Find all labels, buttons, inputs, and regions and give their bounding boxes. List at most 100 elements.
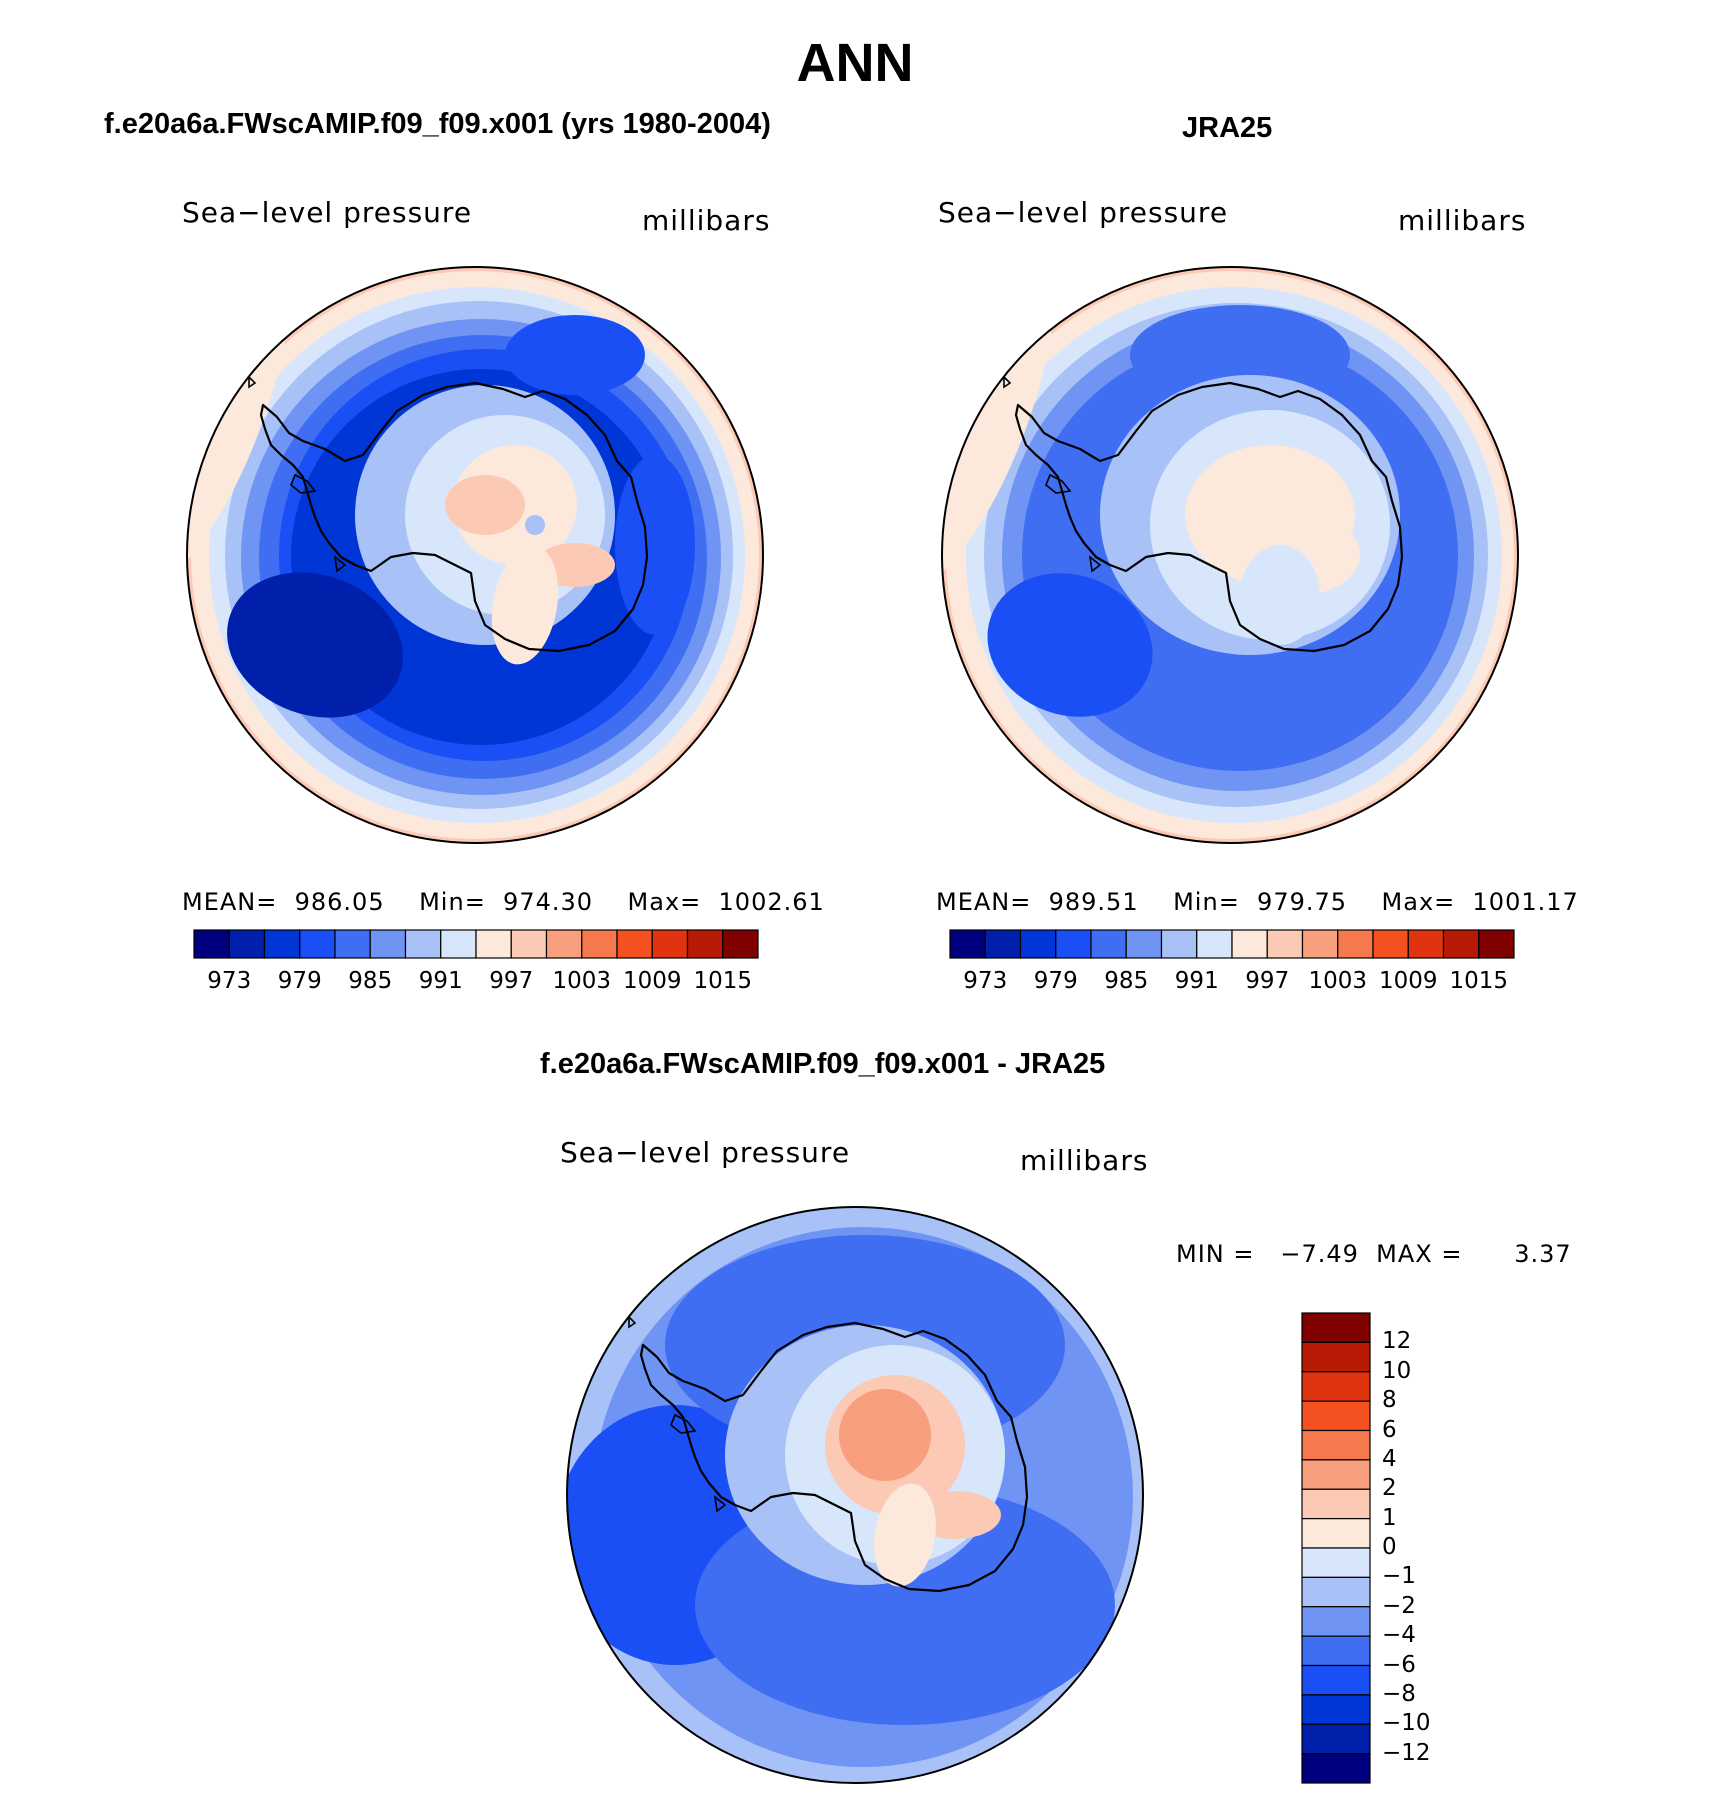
colorbar-tick-label: −12 xyxy=(1382,1739,1431,1766)
colorbar-tick-label: 1009 xyxy=(1378,968,1438,994)
panel-1-title: f.e20a6a.FWscAMIP.f09_f09.x001 (yrs 1980… xyxy=(104,108,771,140)
colorbar-tick-label: 1003 xyxy=(552,968,612,994)
panel-3-units-label: millibars xyxy=(1020,1144,1149,1177)
colorbar-box xyxy=(1301,929,1339,959)
colorbar-box xyxy=(1301,1606,1371,1637)
pressure-contour-spot xyxy=(445,475,525,535)
colorbar-box xyxy=(545,929,583,959)
panel-2-colorbar xyxy=(949,929,1515,959)
colorbar-tick-label: −10 xyxy=(1382,1710,1431,1737)
antarctica-coastline xyxy=(639,1321,1029,1593)
colorbar-box xyxy=(369,929,407,959)
colorbar-tick-label: 6 xyxy=(1382,1416,1397,1443)
page-title: ANN xyxy=(796,33,914,93)
colorbar-box xyxy=(263,929,301,959)
colorbar-tick-label: 973 xyxy=(207,968,252,994)
colorbar-box xyxy=(404,929,442,959)
map-boundary xyxy=(186,266,764,844)
panel-1-map xyxy=(186,266,764,844)
colorbar-tick-label: 10 xyxy=(1382,1357,1412,1384)
colorbar-box xyxy=(1231,929,1268,959)
colorbar-box xyxy=(440,929,477,959)
colorbar-box xyxy=(581,929,618,959)
pressure-contour-spot xyxy=(1240,545,1320,645)
colorbar-tick-label: 1003 xyxy=(1308,968,1368,994)
colorbar-tick-label: 997 xyxy=(489,968,534,994)
panel-3-variable-label: Sea−level pressure xyxy=(560,1136,851,1169)
colorbar-box xyxy=(651,929,689,959)
colorbar-tick-label: 1 xyxy=(1382,1504,1397,1531)
panel-1-stats: MEAN= 986.05 Min= 974.30 Max= 1002.61 xyxy=(182,888,825,916)
colorbar-tick-label: 2 xyxy=(1382,1475,1397,1502)
map-boundary xyxy=(941,266,1519,844)
colorbar-tick-label: 973 xyxy=(963,968,1008,994)
panel-3-map xyxy=(566,1206,1144,1784)
colorbar-box xyxy=(949,929,986,959)
panel-3-colorbar-ticks: 12 10 8 6 4 2 1 0 −1 −2 −4 −6 −8 −10 −12 xyxy=(1382,1313,1482,1793)
colorbar-box xyxy=(1407,929,1445,959)
colorbar-tick-label: −2 xyxy=(1382,1592,1416,1619)
colorbar-box xyxy=(722,929,759,959)
colorbar-tick-label: 991 xyxy=(1174,968,1219,994)
colorbar-box xyxy=(1125,929,1163,959)
pressure-contour-spot xyxy=(525,515,545,535)
pressure-contour-region xyxy=(1130,305,1350,405)
colorbar-box xyxy=(1301,1664,1371,1696)
island-coastline xyxy=(248,375,347,573)
colorbar-tick-label: 979 xyxy=(277,968,322,994)
panel-2-stats: MEAN= 989.51 Min= 979.75 Max= 1001.17 xyxy=(936,888,1579,916)
pressure-contour-region xyxy=(987,573,1153,717)
colorbar-box xyxy=(1266,929,1304,959)
colorbar-tick-label: 4 xyxy=(1382,1445,1397,1472)
colorbar-box xyxy=(1442,929,1480,959)
antarctica-coastline xyxy=(1014,381,1404,653)
colorbar-tick-label: 0 xyxy=(1382,1534,1397,1560)
colorbar-box xyxy=(1055,929,1092,959)
colorbar-box xyxy=(1337,929,1374,959)
colorbar-box xyxy=(475,929,512,959)
panel-3-title: f.e20a6a.FWscAMIP.f09_f09.x001 - JRA25 xyxy=(540,1048,1106,1080)
colorbar-box xyxy=(1301,1576,1371,1608)
colorbar-tick-label: −4 xyxy=(1382,1622,1416,1649)
panel-2-map xyxy=(941,266,1519,844)
colorbar-tick-label: 997 xyxy=(1245,968,1290,994)
colorbar-box xyxy=(510,929,548,959)
colorbar-tick-label: 991 xyxy=(418,968,463,994)
panel-3-stats: MIN = −7.49 MAX = 3.37 xyxy=(1176,1240,1572,1268)
colorbar-box xyxy=(1301,1547,1371,1578)
colorbar-box xyxy=(1301,1429,1371,1461)
panel-2-title: JRA25 xyxy=(1182,112,1273,144)
colorbar-box xyxy=(334,929,371,959)
colorbar-box xyxy=(1196,929,1233,959)
colorbar-box xyxy=(1090,929,1127,959)
colorbar-tick-label: 985 xyxy=(1104,968,1149,994)
colorbar-box xyxy=(1301,1694,1371,1725)
colorbar-box xyxy=(193,929,230,959)
map-boundary xyxy=(566,1206,1144,1784)
panel-3-colorbar xyxy=(1301,1312,1371,1784)
pressure-contour-region xyxy=(505,315,645,395)
colorbar-box xyxy=(1019,929,1057,959)
colorbar-box xyxy=(1478,929,1515,959)
colorbar-box xyxy=(1301,1312,1371,1343)
pressure-contour-spot xyxy=(839,1389,931,1481)
antarctica-coastline xyxy=(259,381,649,653)
colorbar-tick-label: 8 xyxy=(1382,1387,1397,1414)
colorbar-box xyxy=(228,929,266,959)
colorbar-box xyxy=(1301,1459,1371,1490)
colorbar-tick-label: 1009 xyxy=(622,968,682,994)
colorbar-box xyxy=(686,929,724,959)
panel-1-colorbar xyxy=(193,929,759,959)
pressure-contour-region xyxy=(615,455,695,635)
colorbar-box xyxy=(1301,1400,1371,1432)
colorbar-box xyxy=(1301,1635,1371,1667)
colorbar-box xyxy=(1301,1371,1371,1402)
colorbar-tick-label: 1015 xyxy=(1449,968,1509,994)
colorbar-box xyxy=(1301,1341,1371,1373)
pressure-contour-region xyxy=(227,572,403,718)
panel-1-units-label: millibars xyxy=(642,204,771,237)
colorbar-box xyxy=(616,929,653,959)
colorbar-tick-label: −8 xyxy=(1382,1680,1416,1707)
colorbar-box xyxy=(984,929,1022,959)
colorbar-tick-label: −1 xyxy=(1382,1563,1416,1590)
